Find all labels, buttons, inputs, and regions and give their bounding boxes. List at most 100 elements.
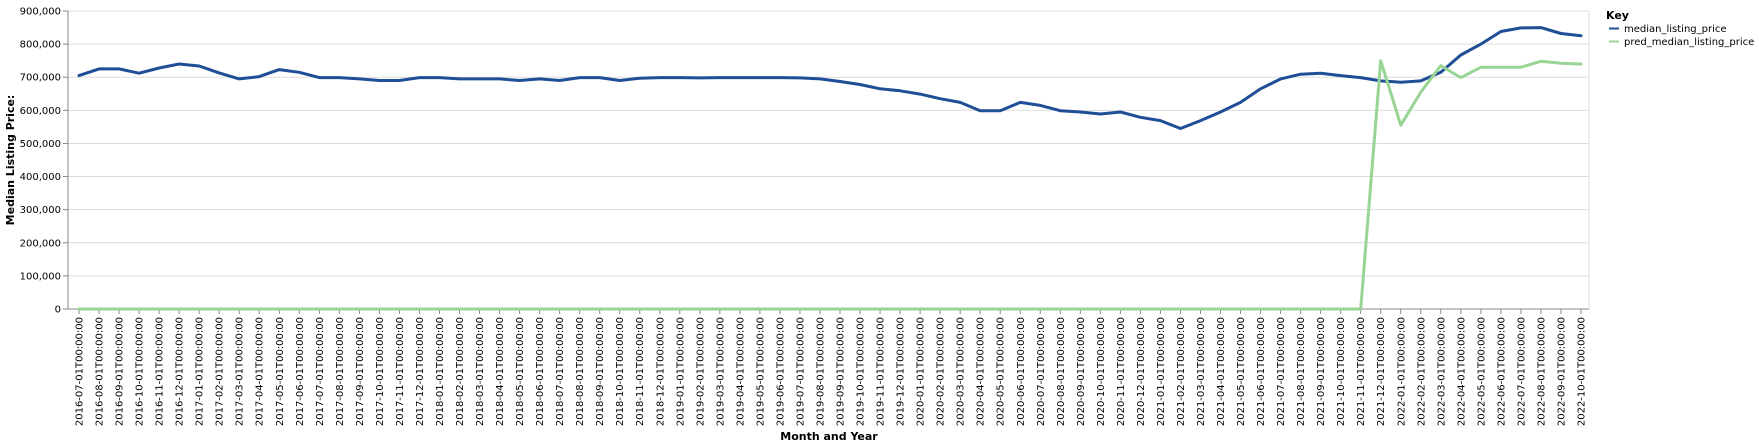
x-tick-label: 2017-02-01T00:00:00 xyxy=(215,317,226,426)
legend-title: Key xyxy=(1606,9,1629,22)
x-tick-label: 2016-07-01T00:00:00 xyxy=(75,317,86,426)
legend-label: pred_median_listing_price xyxy=(1624,37,1754,48)
x-tick-label: 2017-05-01T00:00:00 xyxy=(275,317,286,426)
x-tick-label: 2022-04-01T00:00:00 xyxy=(1456,317,1467,426)
x-tick-label: 2021-10-01T00:00:00 xyxy=(1336,317,1347,426)
legend-label: median_listing_price xyxy=(1624,24,1727,35)
y-axis-title: Median Listing Price: xyxy=(4,95,17,226)
axes xyxy=(67,11,1590,310)
x-axis-ticks: 2016-07-01T00:00:00 2016-08-01T00:00:00 20… xyxy=(75,309,1588,426)
x-tick-label: 2017-06-01T00:00:00 xyxy=(295,317,306,426)
x-tick-label: 2016-09-01T00:00:00 xyxy=(115,317,126,426)
x-tick-label: 2019-07-01T00:00:00 xyxy=(795,317,806,426)
x-tick-label: 2021-04-01T00:00:00 xyxy=(1216,317,1227,426)
x-tick-label: 2021-01-01T00:00:00 xyxy=(1156,317,1167,426)
x-tick-label: 2018-10-01T00:00:00 xyxy=(615,317,626,426)
x-tick-label: 2016-08-01T00:00:00 xyxy=(95,317,106,426)
x-tick-label: 2016-12-01T00:00:00 xyxy=(175,317,186,426)
series-line-pred_median_listing_price xyxy=(77,59,1583,311)
x-tick-label: 2018-02-01T00:00:00 xyxy=(455,317,466,426)
legend-item: pred_median_listing_price xyxy=(1609,37,1754,48)
x-tick-label: 2022-08-01T00:00:00 xyxy=(1536,317,1547,426)
x-tick-label: 2019-04-01T00:00:00 xyxy=(735,317,746,426)
y-tick-label: 900,000 xyxy=(20,7,61,18)
y-tick-label: 500,000 xyxy=(20,139,61,150)
y-tick-label: 400,000 xyxy=(20,172,61,183)
x-tick-label: 2019-09-01T00:00:00 xyxy=(836,317,847,426)
x-tick-label: 2021-02-01T00:00:00 xyxy=(1176,317,1187,426)
x-tick-label: 2019-12-01T00:00:00 xyxy=(896,317,907,426)
x-tick-label: 2022-01-01T00:00:00 xyxy=(1396,317,1407,426)
gridlines xyxy=(68,10,1589,310)
x-tick-label: 2017-11-01T00:00:00 xyxy=(395,317,406,426)
x-tick-label: 2021-03-01T00:00:00 xyxy=(1196,317,1207,426)
x-tick-label: 2022-05-01T00:00:00 xyxy=(1476,317,1487,426)
x-tick-label: 2018-09-01T00:00:00 xyxy=(595,317,606,426)
series-lines xyxy=(77,26,1583,311)
x-tick-label: 2018-05-01T00:00:00 xyxy=(515,317,526,426)
x-tick-label: 2019-01-01T00:00:00 xyxy=(675,317,686,426)
x-tick-label: 2018-11-01T00:00:00 xyxy=(635,317,646,426)
x-tick-label: 2017-04-01T00:00:00 xyxy=(255,317,266,426)
x-tick-label: 2022-02-01T00:00:00 xyxy=(1416,317,1427,426)
x-tick-label: 2019-10-01T00:00:00 xyxy=(856,317,867,426)
y-tick-label: 700,000 xyxy=(20,73,61,84)
x-tick-label: 2020-06-01T00:00:00 xyxy=(1016,317,1027,426)
x-tick-label: 2021-08-01T00:00:00 xyxy=(1296,317,1307,426)
y-tick-label: 600,000 xyxy=(20,106,61,117)
x-tick-label: 2017-10-01T00:00:00 xyxy=(375,317,386,426)
x-tick-label: 2018-07-01T00:00:00 xyxy=(555,317,566,426)
x-tick-label: 2018-04-01T00:00:00 xyxy=(495,317,506,426)
x-tick-label: 2021-07-01T00:00:00 xyxy=(1276,317,1287,426)
x-tick-label: 2022-09-01T00:00:00 xyxy=(1556,317,1567,426)
x-tick-label: 2021-05-01T00:00:00 xyxy=(1236,317,1247,426)
x-tick-label: 2020-01-01T00:00:00 xyxy=(916,317,927,426)
x-tick-label: 2020-08-01T00:00:00 xyxy=(1056,317,1067,426)
x-tick-label: 2022-10-01T00:00:00 xyxy=(1577,317,1588,426)
x-tick-label: 2020-09-01T00:00:00 xyxy=(1076,317,1087,426)
series-line-median_listing_price xyxy=(77,26,1583,130)
x-tick-label: 2021-12-01T00:00:00 xyxy=(1376,317,1387,426)
x-tick-label: 2022-07-01T00:00:00 xyxy=(1516,317,1527,426)
x-tick-label: 2016-11-01T00:00:00 xyxy=(155,317,166,426)
x-tick-label: 2019-05-01T00:00:00 xyxy=(755,317,766,426)
x-tick-label: 2020-11-01T00:00:00 xyxy=(1116,317,1127,426)
x-tick-label: 2020-03-01T00:00:00 xyxy=(956,317,967,426)
y-axis-ticks: 0 100,000 200,000 300,000 400,000 500,000 600,… xyxy=(20,7,68,316)
y-tick-label: 200,000 xyxy=(20,238,61,249)
x-tick-label: 2022-06-01T00:00:00 xyxy=(1496,317,1507,426)
x-tick-label: 2017-07-01T00:00:00 xyxy=(315,317,326,426)
x-tick-label: 2021-09-01T00:00:00 xyxy=(1316,317,1327,426)
y-tick-label: 100,000 xyxy=(20,271,61,282)
x-tick-label: 2018-03-01T00:00:00 xyxy=(475,317,486,426)
x-tick-label: 2017-01-01T00:00:00 xyxy=(195,317,206,426)
x-tick-label: 2021-11-01T00:00:00 xyxy=(1356,317,1367,426)
x-tick-label: 2020-10-01T00:00:00 xyxy=(1096,317,1107,426)
y-tick-label: 0 xyxy=(55,305,61,316)
x-tick-label: 2016-10-01T00:00:00 xyxy=(135,317,146,426)
x-tick-label: 2018-12-01T00:00:00 xyxy=(655,317,666,426)
x-tick-label: 2019-02-01T00:00:00 xyxy=(695,317,706,426)
x-tick-label: 2017-12-01T00:00:00 xyxy=(415,317,426,426)
x-tick-label: 2020-05-01T00:00:00 xyxy=(996,317,1007,426)
x-tick-label: 2020-07-01T00:00:00 xyxy=(1036,317,1047,426)
x-tick-label: 2019-06-01T00:00:00 xyxy=(775,317,786,426)
x-tick-label: 2021-06-01T00:00:00 xyxy=(1256,317,1267,426)
x-axis-title: Month and Year xyxy=(780,430,878,443)
x-tick-label: 2020-02-01T00:00:00 xyxy=(936,317,947,426)
y-tick-label: 300,000 xyxy=(20,205,61,216)
x-tick-label: 2019-08-01T00:00:00 xyxy=(815,317,826,426)
x-tick-label: 2019-03-01T00:00:00 xyxy=(715,317,726,426)
y-tick-label: 800,000 xyxy=(20,40,61,51)
legend-item: median_listing_price xyxy=(1609,24,1727,35)
x-tick-label: 2019-11-01T00:00:00 xyxy=(876,317,887,426)
x-tick-label: 2020-04-01T00:00:00 xyxy=(976,317,987,426)
x-tick-label: 2017-08-01T00:00:00 xyxy=(335,317,346,426)
x-tick-label: 2017-09-01T00:00:00 xyxy=(355,317,366,426)
x-tick-label: 2022-03-01T00:00:00 xyxy=(1436,317,1447,426)
x-tick-label: 2020-12-01T00:00:00 xyxy=(1136,317,1147,426)
legend: Key median_listing_price pred_median_list… xyxy=(1606,9,1754,48)
x-tick-label: 2018-01-01T00:00:00 xyxy=(435,317,446,426)
x-tick-label: 2018-08-01T00:00:00 xyxy=(575,317,586,426)
